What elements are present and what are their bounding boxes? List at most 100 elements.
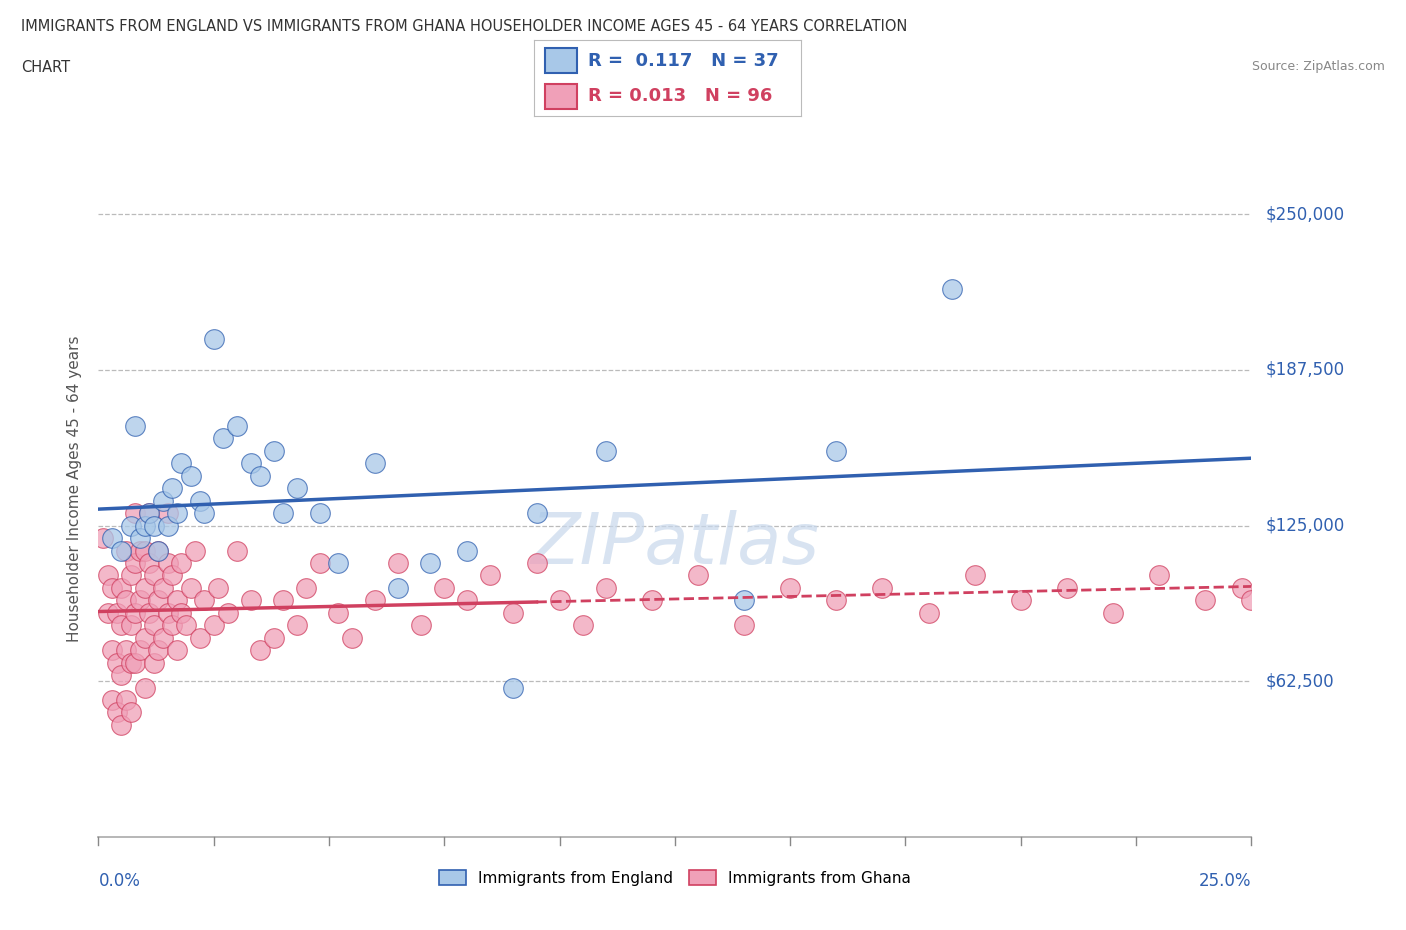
Point <box>120 618 142 632</box>
Point <box>129 543 152 558</box>
Point <box>138 506 160 521</box>
Point <box>641 593 664 608</box>
Point <box>120 655 142 670</box>
Point <box>263 631 285 645</box>
Point <box>101 580 124 595</box>
Point <box>225 543 247 558</box>
Point <box>217 605 239 620</box>
Point <box>193 506 215 521</box>
Point <box>193 593 215 608</box>
Point <box>138 506 160 521</box>
Point <box>134 543 156 558</box>
Point <box>285 481 308 496</box>
Point <box>120 568 142 583</box>
Point <box>156 555 179 570</box>
Text: 0.0%: 0.0% <box>98 872 141 890</box>
Text: IMMIGRANTS FROM ENGLAND VS IMMIGRANTS FROM GHANA HOUSEHOLDER INCOME AGES 45 - 64: IMMIGRANTS FROM ENGLAND VS IMMIGRANTS FR… <box>21 19 907 33</box>
Text: 25.0%: 25.0% <box>1199 872 1251 890</box>
Point <box>156 518 179 533</box>
Point <box>134 680 156 695</box>
Point <box>124 418 146 433</box>
Point <box>170 555 193 570</box>
Point <box>249 469 271 484</box>
Point <box>148 593 170 608</box>
Point <box>1102 605 1125 620</box>
Point <box>138 605 160 620</box>
Point <box>249 643 271 658</box>
Point <box>239 456 262 471</box>
Point <box>124 655 146 670</box>
Point <box>148 643 170 658</box>
Point <box>526 506 548 521</box>
Point <box>105 705 128 720</box>
Point <box>180 469 202 484</box>
Point <box>1230 580 1253 595</box>
Point <box>502 680 524 695</box>
Point <box>285 618 308 632</box>
Point <box>328 605 350 620</box>
Point <box>271 593 294 608</box>
Point <box>115 643 138 658</box>
Point <box>387 580 409 595</box>
Point <box>156 506 179 521</box>
Text: Source: ZipAtlas.com: Source: ZipAtlas.com <box>1251 60 1385 73</box>
Point <box>202 618 225 632</box>
Point <box>120 518 142 533</box>
Point <box>142 568 165 583</box>
Point <box>188 631 211 645</box>
Point <box>115 693 138 708</box>
Point <box>917 605 939 620</box>
Point <box>595 444 617 458</box>
Y-axis label: Householder Income Ages 45 - 64 years: Householder Income Ages 45 - 64 years <box>67 335 83 642</box>
Point <box>1056 580 1078 595</box>
Point <box>120 705 142 720</box>
Point <box>1010 593 1032 608</box>
Point <box>825 593 848 608</box>
Point <box>160 481 183 496</box>
Point <box>174 618 197 632</box>
Point <box>188 493 211 508</box>
Point <box>207 580 229 595</box>
Point <box>97 568 120 583</box>
Text: R =  0.117   N = 37: R = 0.117 N = 37 <box>588 51 779 70</box>
Point <box>110 717 132 732</box>
Point <box>963 568 986 583</box>
Point <box>340 631 363 645</box>
Text: ZIPatlas: ZIPatlas <box>530 510 820 578</box>
Point <box>239 593 262 608</box>
FancyBboxPatch shape <box>546 48 576 73</box>
Point <box>180 580 202 595</box>
Point <box>433 580 456 595</box>
Point <box>152 631 174 645</box>
Point <box>110 580 132 595</box>
Point <box>571 618 593 632</box>
Point <box>160 618 183 632</box>
Point <box>941 282 963 297</box>
Point <box>166 593 188 608</box>
Point <box>110 618 132 632</box>
Point <box>134 631 156 645</box>
Point <box>212 431 235 445</box>
Point <box>142 518 165 533</box>
Point <box>364 456 387 471</box>
Point <box>115 543 138 558</box>
Point <box>129 531 152 546</box>
Point <box>115 593 138 608</box>
Point <box>124 605 146 620</box>
Point <box>779 580 801 595</box>
Point <box>129 643 152 658</box>
Point <box>160 568 183 583</box>
Point <box>142 655 165 670</box>
Point <box>225 418 247 433</box>
Point <box>152 493 174 508</box>
Point <box>166 643 188 658</box>
Point <box>686 568 709 583</box>
Point <box>308 555 330 570</box>
Point <box>110 668 132 683</box>
Point <box>825 444 848 458</box>
Text: CHART: CHART <box>21 60 70 75</box>
Point <box>411 618 433 632</box>
Point <box>184 543 207 558</box>
Point <box>166 506 188 521</box>
Text: $250,000: $250,000 <box>1265 206 1344 223</box>
